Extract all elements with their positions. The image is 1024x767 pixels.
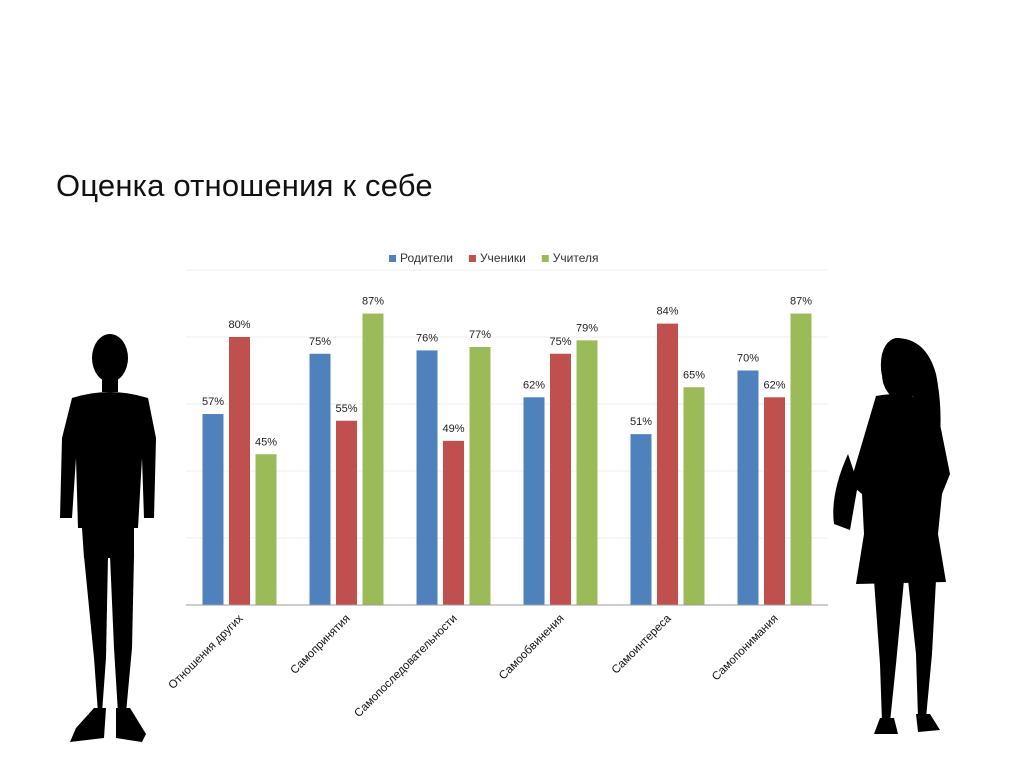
bar: [255, 454, 277, 605]
x-tick-label: Самопринятия: [288, 613, 352, 677]
page-title: Оценка отношения к себе: [56, 168, 433, 203]
data-label: 80%: [228, 319, 250, 331]
woman-silhouette-image: [833, 338, 950, 734]
bar: [202, 414, 224, 605]
x-tick-label: Самоинтереса: [610, 612, 674, 676]
bar: [443, 440, 464, 605]
data-label: 62%: [523, 379, 545, 391]
bar: [229, 337, 250, 605]
legend-label: Учителя: [553, 251, 599, 265]
data-label: 84%: [656, 306, 678, 318]
bar: [630, 434, 652, 605]
legend-swatch: [541, 255, 549, 262]
man-silhouette-image: [60, 334, 156, 742]
bar: [764, 397, 785, 605]
legend-label: Ученики: [480, 251, 526, 265]
data-label: 70%: [737, 353, 759, 365]
bar: [737, 370, 759, 605]
legend-swatch: [468, 255, 476, 262]
bar: [336, 420, 357, 605]
data-label: 49%: [442, 423, 464, 435]
bar: [309, 353, 331, 605]
data-label: 45%: [255, 436, 277, 448]
bar: [657, 323, 678, 605]
data-label: 51%: [630, 416, 652, 428]
data-label: 57%: [202, 396, 224, 408]
bar: [416, 350, 438, 605]
data-label: 76%: [416, 332, 438, 344]
x-tick-label: Самопоследовательности: [352, 613, 459, 720]
data-label: 75%: [549, 336, 571, 348]
data-label: 65%: [683, 369, 705, 381]
x-tick-label: Отношения других: [167, 612, 246, 691]
data-label: 77%: [469, 329, 491, 341]
bar: [550, 353, 571, 605]
data-label: 62%: [763, 379, 785, 391]
x-tick-label: Самопонимания: [710, 613, 781, 684]
data-label: 75%: [309, 336, 331, 348]
x-tick-label: Самообвинения: [497, 613, 567, 683]
bar: [683, 387, 705, 605]
bar: [469, 347, 491, 605]
bar: [790, 313, 812, 605]
bar: [523, 397, 545, 605]
data-label: 87%: [790, 296, 812, 308]
legend-swatch: [389, 255, 396, 262]
bar: [362, 313, 384, 605]
bar: [576, 340, 598, 605]
data-label: 79%: [576, 322, 598, 334]
data-label: 87%: [362, 296, 384, 308]
legend-label: Родители: [400, 251, 453, 265]
data-label: 55%: [335, 403, 357, 415]
